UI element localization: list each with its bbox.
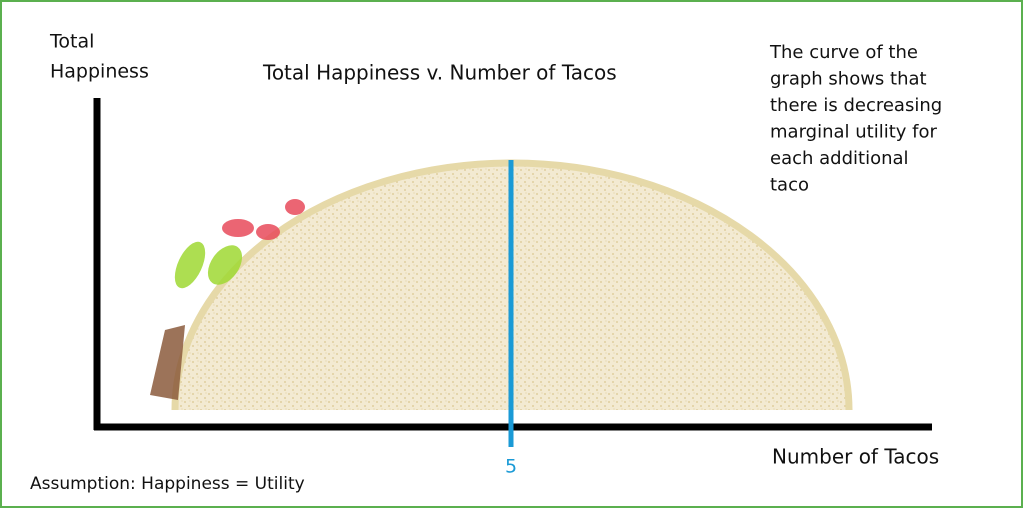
y-axis-label: Happiness [50,61,149,83]
title: Total Happiness v. Number of Tacos [262,61,617,85]
page: 5 Total Happiness Total Happiness v. Num… [0,0,1023,508]
footnote: Assumption: Happiness = Utility [30,474,305,494]
annotation-line: marginal utility for [770,122,937,143]
annotation-line: each additional [770,148,909,169]
y-axis-label: Total [49,31,94,53]
annotation-line: graph shows that [770,69,927,90]
annotation-line: The curve of the [769,42,918,63]
diagram: 5 Total Happiness Total Happiness v. Num… [0,0,1023,508]
marker-label: 5 [505,456,517,478]
annotation-line: there is decreasing [770,95,942,116]
x-axis-label: Number of Tacos [772,445,939,469]
annotation-line: taco [770,175,809,196]
